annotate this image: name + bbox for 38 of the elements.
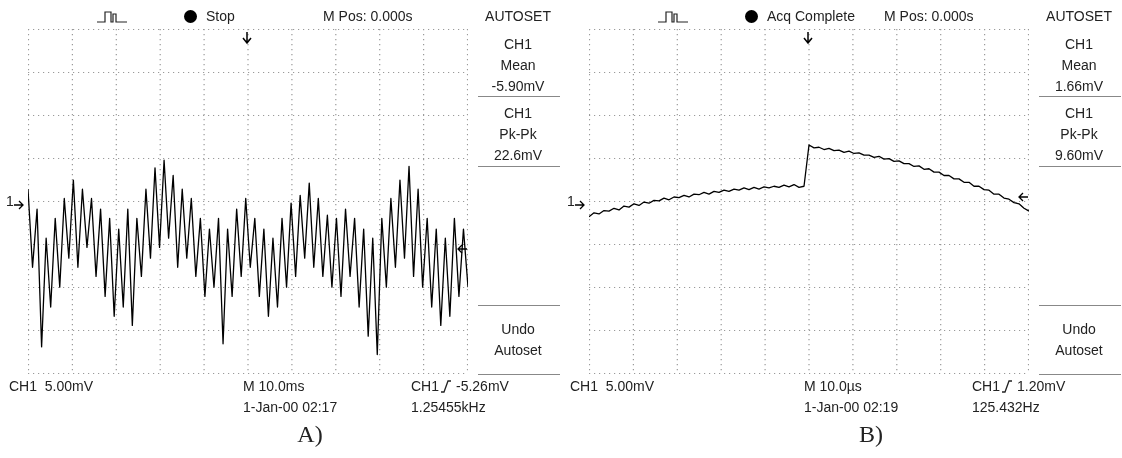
text: CH1 (503, 36, 533, 52)
text: CH1 (972, 378, 1001, 394)
text: Mean (500, 57, 536, 73)
text: M 10.0ms (243, 378, 305, 394)
text: Stop (206, 8, 235, 24)
text: CH1 5.00mV (9, 378, 94, 394)
text: 1 (6, 193, 14, 209)
text: CH1 (411, 378, 440, 394)
text: Acq Complete (767, 8, 855, 24)
text: CH1 (1064, 105, 1094, 121)
text: CH1 (1064, 36, 1094, 52)
text: Autoset (494, 342, 542, 358)
text: 9.60mV (1054, 147, 1104, 163)
text: 1 (567, 193, 575, 209)
text: 1-Jan-00 02:19 (804, 399, 899, 415)
text: 125.432Hz (972, 399, 1040, 415)
text: 1.25455kHz (411, 399, 486, 415)
text: CH1 5.00mV (570, 378, 655, 394)
text: AUTOSET (1046, 8, 1112, 24)
text: 1.66mV (1054, 78, 1104, 94)
text: Mean (1061, 57, 1097, 73)
text: B) (859, 421, 883, 447)
text: Autoset (1055, 342, 1103, 358)
text: M 10.0µs (804, 378, 862, 394)
text: Undo (1062, 321, 1096, 337)
text: A) (297, 421, 323, 447)
text: AUTOSET (485, 8, 551, 24)
text: 1.20mV (1017, 378, 1066, 394)
text: CH1 (503, 105, 533, 121)
text: 22.6mV (493, 147, 543, 163)
text: Undo (501, 321, 535, 337)
text: -5.90mV (491, 78, 545, 94)
text: Pk-Pk (499, 126, 537, 142)
text: M Pos: 0.000s (323, 8, 413, 24)
text: Pk-Pk (1060, 126, 1098, 142)
text: -5.26mV (456, 378, 509, 394)
text: M Pos: 0.000s (884, 8, 974, 24)
text: 1-Jan-00 02:17 (243, 399, 338, 415)
